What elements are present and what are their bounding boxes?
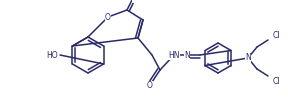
Text: N: N (245, 53, 251, 62)
Text: Cl: Cl (272, 77, 280, 86)
Text: HN: HN (168, 50, 180, 59)
Text: O: O (132, 0, 138, 2)
Text: N: N (184, 50, 190, 59)
Text: HO: HO (46, 50, 58, 59)
Text: O: O (147, 81, 153, 90)
Text: Cl: Cl (272, 30, 280, 40)
Text: O: O (105, 12, 111, 21)
